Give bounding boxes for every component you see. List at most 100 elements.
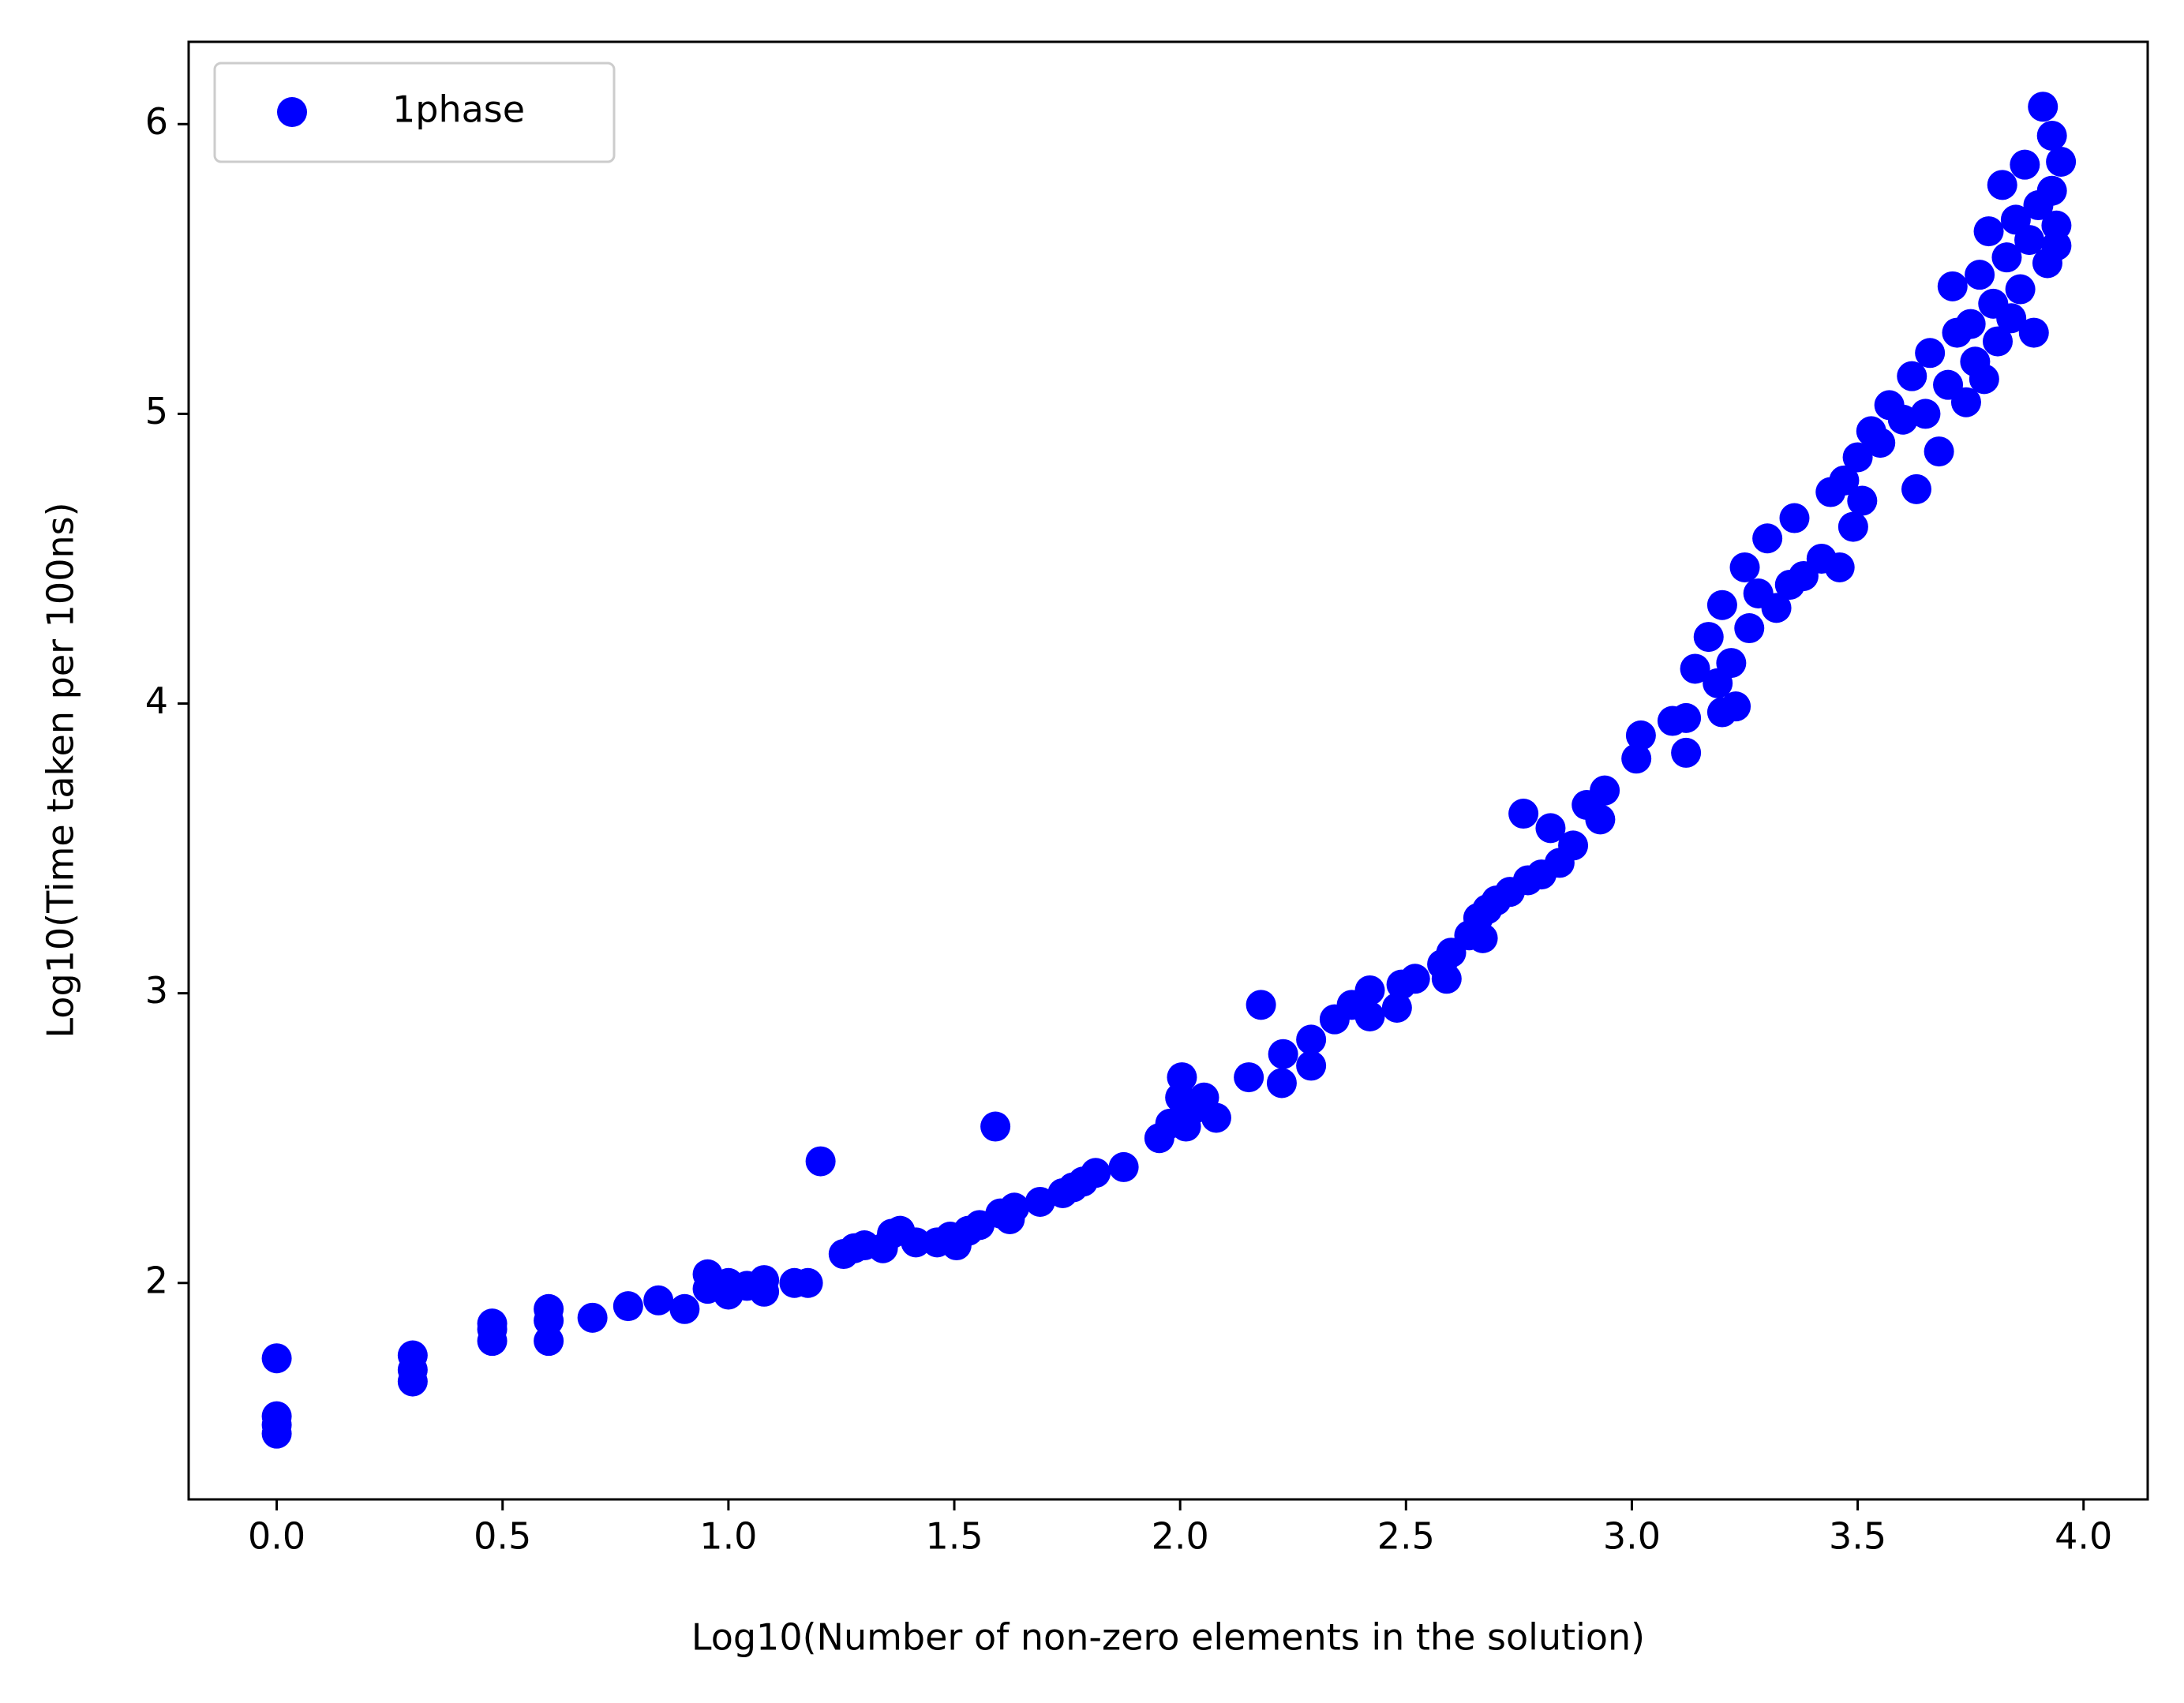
y-tick-label: 6 [145, 100, 168, 143]
point [1950, 387, 1981, 417]
point [1671, 737, 1702, 768]
point [1969, 364, 1999, 395]
point [1865, 428, 1896, 458]
x-tick-label: 2.0 [1152, 1515, 1209, 1558]
point [901, 1227, 931, 1258]
point [1842, 442, 1873, 473]
point [2046, 146, 2077, 177]
point [1671, 702, 1702, 733]
point [261, 1418, 292, 1449]
point [2036, 175, 2067, 206]
x-tick-label: 3.0 [1603, 1515, 1661, 1558]
x-tick-label: 4.0 [2055, 1515, 2112, 1558]
point [1535, 813, 1566, 844]
point [1585, 804, 1616, 835]
point [1558, 830, 1589, 861]
point [1266, 1068, 1297, 1099]
point [1025, 1186, 1055, 1217]
point [1955, 309, 1986, 339]
point [397, 1366, 428, 1397]
x-axis-label: Log10(Number of non-zero elements in the… [691, 1616, 1645, 1659]
point [1915, 338, 1946, 369]
point [643, 1285, 674, 1316]
point [2041, 230, 2072, 261]
point [1910, 399, 1941, 429]
point [1897, 361, 1927, 391]
point [1983, 326, 2014, 357]
y-tick-label: 5 [145, 390, 168, 432]
point [1779, 503, 1810, 533]
point [534, 1326, 564, 1357]
point [1937, 271, 1968, 301]
y-axis-label: Log10(Time taken per 100ns) [39, 502, 82, 1038]
x-tick-label: 1.5 [925, 1515, 983, 1558]
plot-frame [187, 40, 2149, 1501]
y-tick-label: 4 [145, 679, 168, 722]
point [2014, 225, 2045, 256]
point [1354, 975, 1385, 1005]
point [1467, 923, 1498, 953]
point [1108, 1151, 1139, 1182]
point [1296, 1050, 1327, 1081]
point [1268, 1039, 1298, 1069]
point [1693, 622, 1724, 653]
point [612, 1291, 643, 1322]
y-tick-label: 2 [145, 1259, 168, 1301]
point [792, 1267, 823, 1298]
y-tick-label: 3 [145, 969, 168, 1012]
point [1965, 260, 1995, 290]
point [1167, 1062, 1197, 1093]
legend-box [213, 62, 616, 163]
x-tick-label: 3.5 [1829, 1515, 1886, 1558]
point [1590, 775, 1620, 806]
point [1924, 436, 1954, 467]
point [2010, 149, 2040, 180]
point [2005, 274, 2036, 305]
point [1399, 964, 1430, 994]
point [1721, 691, 1751, 722]
point [1837, 511, 1868, 542]
point [477, 1326, 508, 1357]
point [1706, 590, 1737, 620]
x-tick-label: 2.5 [1377, 1515, 1435, 1558]
point [1991, 242, 2022, 273]
point [1887, 404, 1918, 435]
point [1824, 552, 1855, 582]
point [749, 1276, 780, 1307]
point [2018, 317, 2049, 348]
point [1716, 648, 1747, 679]
x-tick-label: 0.0 [248, 1515, 305, 1558]
point [1234, 1062, 1264, 1093]
point [1246, 990, 1276, 1020]
point [1625, 720, 1656, 750]
point [1354, 1001, 1385, 1032]
point [1431, 964, 1462, 994]
point [1987, 170, 2017, 200]
point [1752, 523, 1783, 554]
point [1381, 992, 1412, 1023]
point [1973, 216, 2004, 247]
point [1734, 613, 1765, 644]
point [577, 1302, 608, 1333]
x-tick-label: 1.0 [699, 1515, 757, 1558]
point [980, 1111, 1011, 1142]
point [1081, 1158, 1111, 1188]
point [1847, 485, 1878, 516]
point [1829, 465, 1860, 496]
point [1901, 473, 1931, 504]
point [1996, 303, 2027, 334]
point [1729, 552, 1760, 582]
point [1621, 743, 1652, 774]
x-tick-label: 0.5 [474, 1515, 531, 1558]
point [2036, 120, 2067, 151]
point [261, 1343, 292, 1374]
point [2028, 92, 2059, 122]
point [999, 1192, 1030, 1223]
point [1508, 799, 1539, 829]
point [1761, 593, 1792, 623]
legend-marker [277, 97, 307, 127]
point [1680, 653, 1710, 684]
legend-label: 1phase [392, 88, 525, 131]
point [1201, 1102, 1231, 1133]
